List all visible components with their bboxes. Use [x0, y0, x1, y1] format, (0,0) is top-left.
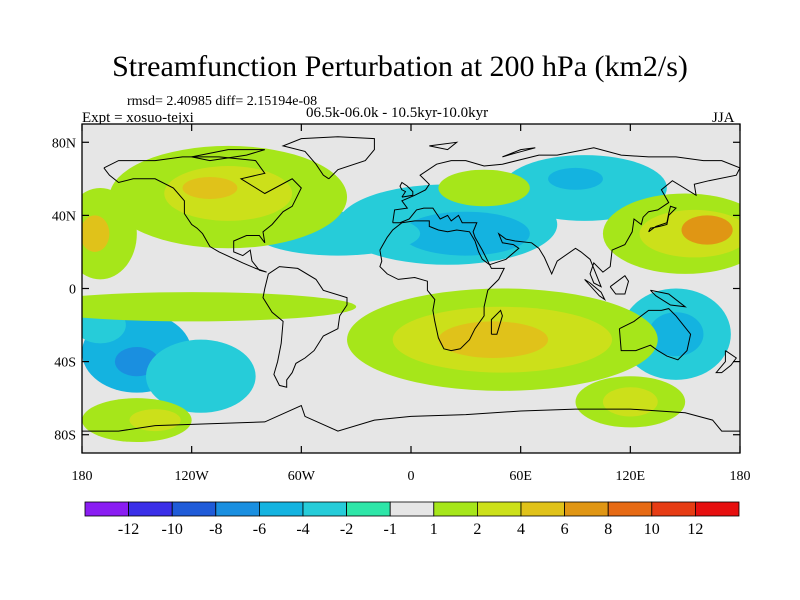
colorbar-box-0 — [84, 501, 129, 517]
colorbar-box-13 — [651, 501, 696, 517]
colorbar-box-10 — [520, 501, 565, 517]
coastline-12 — [584, 278, 606, 301]
lon-tick-label: 60W — [288, 469, 316, 484]
plot-title: Streamfunction Perturbation at 200 hPa (… — [112, 50, 688, 83]
colorbar-box-6 — [346, 501, 391, 517]
colorbar-label: -2 — [340, 521, 353, 538]
colorbar-boxes — [84, 501, 740, 517]
experiment-label: Expt = xosuo-tejxi — [82, 110, 194, 126]
contour-region-15 — [82, 215, 110, 252]
colorbar-box-3 — [215, 501, 260, 517]
coastline-3 — [379, 220, 506, 352]
colorbar-label: 8 — [604, 521, 612, 538]
colorbar-label: -12 — [118, 521, 139, 538]
colorbar-label: 6 — [561, 521, 569, 538]
coastline-6 — [82, 404, 740, 432]
colorbar-box-5 — [302, 501, 347, 517]
axis-ticks: 80N 40N 0 40S 80S 180 120W 60W 0 60E 120E 180 — [52, 124, 751, 484]
lon-tick-label: 60E — [509, 469, 532, 484]
coastline-1 — [281, 136, 375, 180]
contour-region-10 — [648, 312, 704, 357]
coastline-14 — [191, 149, 265, 162]
coastline-13 — [650, 289, 687, 308]
coastline-7 — [490, 309, 503, 335]
colorbar-box-11 — [564, 501, 609, 517]
contour-region-21 — [681, 215, 733, 245]
colorbar-label: 12 — [687, 521, 703, 538]
lon-tick-label: 120W — [175, 469, 210, 484]
colorbar-box-2 — [171, 501, 217, 517]
lon-tick-label: 180 — [72, 469, 93, 484]
contour-region-8 — [548, 167, 603, 190]
lat-tick-label: 80S — [54, 429, 76, 444]
coastline-8 — [399, 181, 414, 198]
contour-region-18 — [438, 321, 549, 358]
colorbar-box-7 — [389, 501, 435, 517]
colorbar-label: -10 — [162, 521, 183, 538]
contour-fill-layer — [82, 145, 740, 443]
lon-tick-label: 180 — [730, 469, 751, 484]
coastline-15 — [429, 141, 459, 151]
coastline-11 — [609, 274, 630, 295]
colorbar-box-14 — [695, 501, 740, 517]
colorbar-label: -8 — [209, 521, 222, 538]
coastline-4 — [392, 147, 740, 288]
contour-region-13 — [182, 177, 238, 199]
coastline-10 — [715, 350, 738, 374]
stats-text: rmsd= 2.40985 diff= 2.15194e-08 — [127, 94, 318, 109]
lat-tick-label: 40S — [54, 356, 76, 371]
colorbar-labels: -12 -10 -8 -6 -4 -2 -1 1 2 4 6 8 10 12 — [118, 521, 703, 538]
coastline-16 — [502, 147, 536, 158]
colorbar-box-12 — [607, 501, 653, 517]
contour-region-24 — [82, 292, 357, 322]
coastline-5 — [618, 308, 692, 361]
colorbar-box-8 — [433, 501, 478, 517]
coastline-9 — [648, 205, 677, 233]
lat-tick-label: 40N — [52, 209, 76, 224]
colorbar-box-9 — [476, 501, 522, 517]
coastline-2 — [262, 266, 348, 388]
coastline-layer — [82, 136, 740, 432]
subtitle-text: 06.5k-06.0k - 10.5kyr-10.0kyr — [306, 105, 489, 121]
season-label: JJA — [712, 110, 735, 126]
lat-tick-label: 0 — [69, 283, 76, 298]
coastline-0 — [103, 156, 302, 273]
colorbar-label: -6 — [253, 521, 266, 538]
lon-tick-label: 0 — [408, 469, 415, 484]
lon-tick-label: 120E — [616, 469, 646, 484]
contour-region-27 — [438, 169, 530, 207]
colorbar-label: 4 — [517, 521, 525, 538]
contour-region-2 — [145, 339, 256, 413]
colorbar-box-4 — [258, 501, 304, 517]
colorbar-label: -1 — [384, 521, 397, 538]
lat-tick-label: 80N — [52, 136, 76, 151]
colorbar-label: 2 — [473, 521, 481, 538]
colorbar-box-1 — [128, 501, 173, 517]
colorbar-label: 10 — [644, 521, 660, 538]
contour-region-5 — [401, 211, 530, 256]
colorbar-label: 1 — [430, 521, 438, 538]
colorbar-label: -4 — [296, 521, 309, 538]
